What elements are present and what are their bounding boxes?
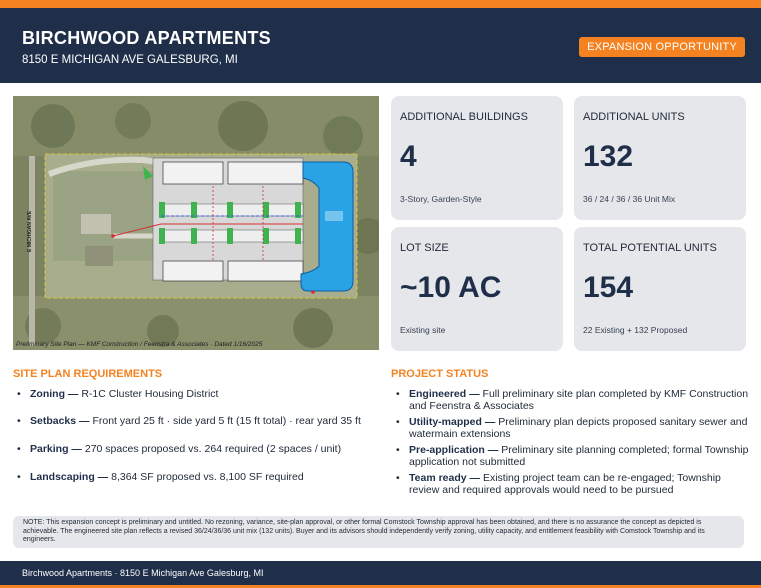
list-item: Utility-mapped — Preliminary plan depict… <box>396 416 749 440</box>
list-item: Pre-application — Preliminary site plann… <box>396 444 749 468</box>
stat-label: ADDITIONAL UNITS <box>583 111 685 123</box>
list-item: Parking — 270 spaces proposed vs. 264 re… <box>17 443 370 455</box>
top-accent-stripe <box>0 0 761 8</box>
property-address: 8150 E MICHIGAN AVE GALESBURG, MI <box>22 54 238 66</box>
stat-value: ~10 AC <box>400 271 502 304</box>
stat-value: 4 <box>400 140 417 173</box>
stat-card-additional-units: ADDITIONAL UNITS 132 36 / 24 / 36 / 36 U… <box>574 96 746 220</box>
site-plan-caption: Preliminary Site Plan — KMF Construction… <box>16 341 263 348</box>
site-plan-drawing <box>13 96 379 350</box>
page-title: BIRCHWOOD APARTMENTS <box>22 28 271 48</box>
header-bar: BIRCHWOOD APARTMENTS 8150 E MICHIGAN AVE… <box>0 8 761 83</box>
stat-card-additional-buildings: ADDITIONAL BUILDINGS 4 3-Story, Garden-S… <box>391 96 563 220</box>
stat-note: 3-Story, Garden-Style <box>400 194 482 204</box>
disclaimer-note: NOTE: This expansion concept is prelimin… <box>13 516 744 548</box>
stat-note: Existing site <box>400 325 446 335</box>
stat-label: LOT SIZE <box>400 242 449 254</box>
stat-value: 132 <box>583 140 634 173</box>
stat-label: TOTAL POTENTIAL UNITS <box>583 242 717 254</box>
stat-label: ADDITIONAL BUILDINGS <box>400 111 528 123</box>
stat-value: 154 <box>583 271 634 304</box>
list-item: Engineered — Full preliminary site plan … <box>396 388 749 412</box>
list-item: Setbacks — Front yard 25 ft · side yard … <box>17 415 370 427</box>
list-item: Team ready — Existing project team can b… <box>396 472 749 496</box>
stat-card-total-units: TOTAL POTENTIAL UNITS 154 22 Existing + … <box>574 227 746 351</box>
list-item: Landscaping — 8,364 SF proposed vs. 8,10… <box>17 471 370 483</box>
stat-card-lot-size: LOT SIZE ~10 AC Existing site <box>391 227 563 351</box>
street-label: E MICHIGAN AVE <box>27 210 33 252</box>
bottom-accent-stripe <box>0 585 761 588</box>
footer-bar: Birchwood Apartments · 8150 E Michigan A… <box>0 561 761 588</box>
status-heading: PROJECT STATUS <box>391 368 489 380</box>
requirements-heading: SITE PLAN REQUIREMENTS <box>13 368 163 380</box>
site-plan-image: E MICHIGAN AVE Preliminary Site Plan — K… <box>13 96 379 350</box>
stat-note: 36 / 24 / 36 / 36 Unit Mix <box>583 194 676 204</box>
footer-text: Birchwood Apartments · 8150 E Michigan A… <box>22 568 264 578</box>
list-item: Zoning — R-1C Cluster Housing District <box>17 388 370 400</box>
stat-note: 22 Existing + 132 Proposed <box>583 325 688 335</box>
expansion-badge: EXPANSION OPPORTUNITY <box>579 37 745 57</box>
